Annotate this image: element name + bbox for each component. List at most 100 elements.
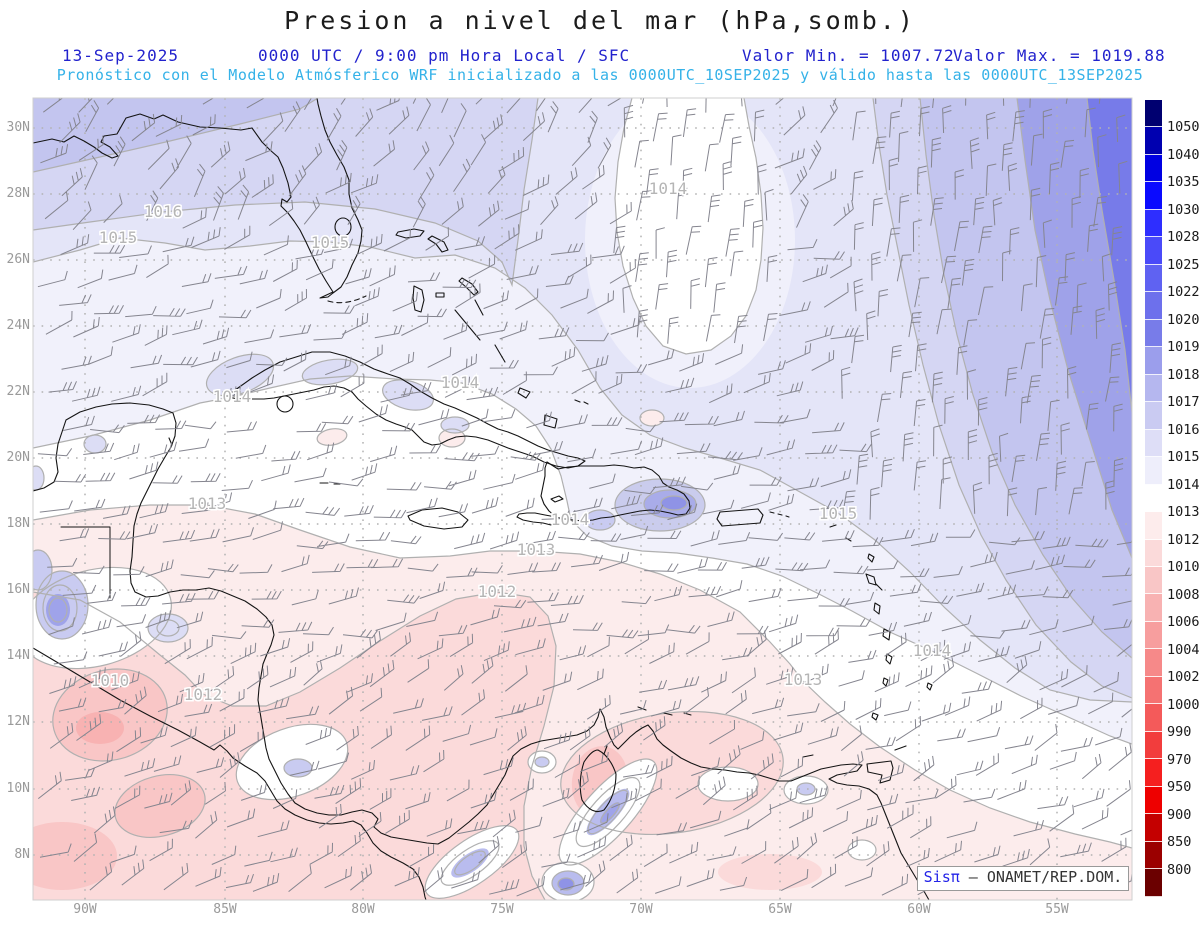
- colorbar-segment: [1145, 127, 1162, 155]
- colorbar-tick-label: 800: [1167, 861, 1192, 878]
- colorbar-tick-label: 1040: [1167, 146, 1200, 163]
- colorbar-segment: [1145, 869, 1162, 897]
- valid-time: 0000 UTC / 9:00 pm Hora Local / SFC: [258, 46, 631, 65]
- colorbar-tick-label: 1016: [1167, 421, 1200, 438]
- coastlines: [33, 98, 933, 900]
- lon-label: 90W: [73, 902, 97, 917]
- isobar-label: 1013: [784, 670, 823, 689]
- lon-label: 80W: [351, 902, 375, 917]
- isobar-label: 1012: [478, 582, 517, 601]
- colorbar-segment: [1145, 402, 1162, 430]
- colorbar-segment: [1145, 539, 1162, 567]
- band-1017-1018-corner: [33, 98, 318, 172]
- lon-label: 85W: [213, 902, 237, 917]
- isobar-contours: [33, 98, 1132, 900]
- isobar-label: 1014: [649, 179, 688, 198]
- colorbar-segment: [1145, 237, 1162, 265]
- colorbar-segment: [1145, 100, 1162, 128]
- lat-label: 8N: [14, 847, 30, 862]
- colorbar-tick-label: 1030: [1167, 201, 1200, 218]
- valid-date: 13-Sep-2025: [62, 46, 179, 65]
- pacific-coast: [33, 647, 427, 900]
- lat-label: 22N: [6, 384, 30, 399]
- colorbar-segment: [1145, 731, 1162, 760]
- colorbar-segment: [1145, 621, 1162, 650]
- colorbar-segment: [1145, 209, 1162, 238]
- lon-label: 70W: [629, 902, 653, 917]
- isobar-label: 1013: [188, 494, 227, 513]
- colorbar-segment: [1145, 182, 1162, 210]
- colorbar-segment: [1145, 264, 1162, 293]
- lon-label: 55W: [1045, 902, 1069, 917]
- isobar-label: 1012: [184, 685, 223, 704]
- florida-coast: [251, 98, 363, 299]
- colorbar-tick-label: 1004: [1167, 641, 1200, 658]
- isobar-label: 1014: [913, 641, 952, 660]
- lat-label: 14N: [6, 648, 30, 663]
- colorbar-tick-label: 1050: [1167, 119, 1200, 136]
- lon-label: 65W: [768, 902, 792, 917]
- colorbar-tick-label: 990: [1167, 724, 1192, 741]
- page-title: Presion a nivel del mar (hPa,somb.): [284, 6, 916, 35]
- isla-juventud: [276, 395, 294, 413]
- wind-barbs: [37, 98, 1132, 897]
- colorbar-tick-label: 1020: [1167, 311, 1200, 328]
- isobar-label: 1016: [144, 202, 183, 221]
- bahamas: [395, 228, 589, 429]
- colorbar-tick-label: 1000: [1167, 696, 1200, 713]
- colorbar-segment: [1145, 814, 1162, 842]
- lat-label: 30N: [6, 120, 30, 135]
- colorbar-tick-label: 1012: [1167, 531, 1200, 548]
- colorbar-segment: [1145, 374, 1162, 403]
- trinidad: [866, 760, 894, 784]
- colorbar-tick-label: 1017: [1167, 394, 1200, 411]
- lake-maracaibo: [579, 745, 617, 813]
- isobar-label: 1015: [99, 228, 138, 247]
- colorbar-tick-label: 1035: [1167, 174, 1200, 191]
- colorbar-tick-label: 1010: [1167, 559, 1200, 576]
- isobar-label: 1014: [213, 387, 252, 406]
- lat-label: 12N: [6, 714, 30, 729]
- lake-okeechobee: [334, 217, 352, 237]
- colorbar-tick-label: 1008: [1167, 586, 1200, 603]
- band-1015-1016: [33, 98, 1132, 702]
- colorbar-tick-label: 1015: [1167, 449, 1200, 466]
- value-max: Valor Max. = 1019.88: [953, 46, 1166, 65]
- isobar-label: 1010: [91, 671, 130, 690]
- lat-label: 18N: [6, 516, 30, 531]
- isobar-label: 1015: [311, 233, 350, 252]
- sis-brand: Sisπ: [923, 868, 960, 886]
- colorbar-segment: [1145, 704, 1162, 732]
- colorbar-segment: [1145, 429, 1162, 458]
- colorbar-segment: [1145, 786, 1162, 815]
- band-1019-1020-atl: [1087, 98, 1132, 412]
- value-min: Valor Min. = 1007.72: [742, 46, 955, 65]
- colorbar-tick-label: 1006: [1167, 614, 1200, 631]
- virgin-islands: [769, 511, 790, 518]
- colorbar-tick-label: 1028: [1167, 229, 1200, 246]
- pressure-colorbar: [1145, 100, 1162, 897]
- isobar-labels: 1016 1015 1015 1014 1014 1014 1013 1014 1015 1013…: [89, 178, 953, 706]
- lat-label: 20N: [6, 450, 30, 465]
- isobar-label: 1014: [551, 510, 590, 529]
- colorbar-segment: [1145, 457, 1162, 485]
- yucatan-centralamerica-coast: [33, 402, 930, 900]
- lat-label: 16N: [6, 582, 30, 597]
- lesser-antilles: [829, 524, 933, 751]
- credit-box: Sisπ – ONAMET/REP.DOM.: [917, 866, 1129, 891]
- colorbar-segment: [1145, 292, 1162, 320]
- colorbar-tick-label: 1018: [1167, 366, 1200, 383]
- colorbar-segment: [1145, 347, 1162, 375]
- colorbar-segment: [1145, 566, 1162, 595]
- lon-label: 75W: [490, 902, 514, 917]
- lat-label: 28N: [6, 186, 30, 201]
- credit-text: – ONAMET/REP.DOM.: [959, 868, 1123, 886]
- colorbar-segment: [1145, 841, 1162, 870]
- lat-label: 26N: [6, 252, 30, 267]
- florida-keys: [327, 295, 367, 304]
- lat-label: 24N: [6, 318, 30, 333]
- colorbar-segment: [1145, 512, 1162, 540]
